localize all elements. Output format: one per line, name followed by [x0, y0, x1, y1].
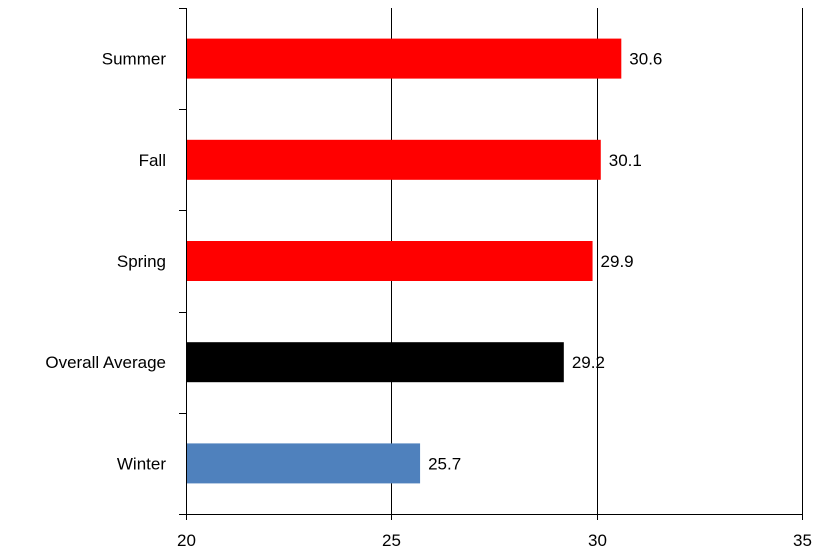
bar-overall-average	[187, 342, 564, 383]
bar-winter	[187, 443, 421, 484]
x-tick-label: 20	[177, 531, 196, 550]
labels: 20 25 30 35 Summer 30.6 Fall 30.1 Spring 29.9 Over…	[45, 50, 812, 550]
data-label: 29.2	[572, 353, 605, 372]
data-label: 29.9	[601, 252, 634, 271]
x-tick-label: 30	[588, 531, 607, 550]
bar-summer	[187, 38, 622, 79]
x-tick-label: 25	[382, 531, 401, 550]
bar-fall	[187, 139, 601, 180]
axes	[179, 8, 803, 520]
category-label: Overall Average	[45, 353, 166, 372]
data-label: 25.7	[428, 454, 461, 473]
category-label: Summer	[102, 50, 167, 69]
data-label: 30.6	[629, 50, 662, 69]
category-label: Spring	[117, 252, 166, 271]
category-label: Winter	[117, 454, 166, 473]
category-label: Fall	[139, 151, 166, 170]
bars	[187, 38, 622, 484]
x-tick-label: 35	[793, 531, 812, 550]
bar-spring	[187, 241, 593, 281]
data-label: 30.1	[609, 151, 642, 170]
